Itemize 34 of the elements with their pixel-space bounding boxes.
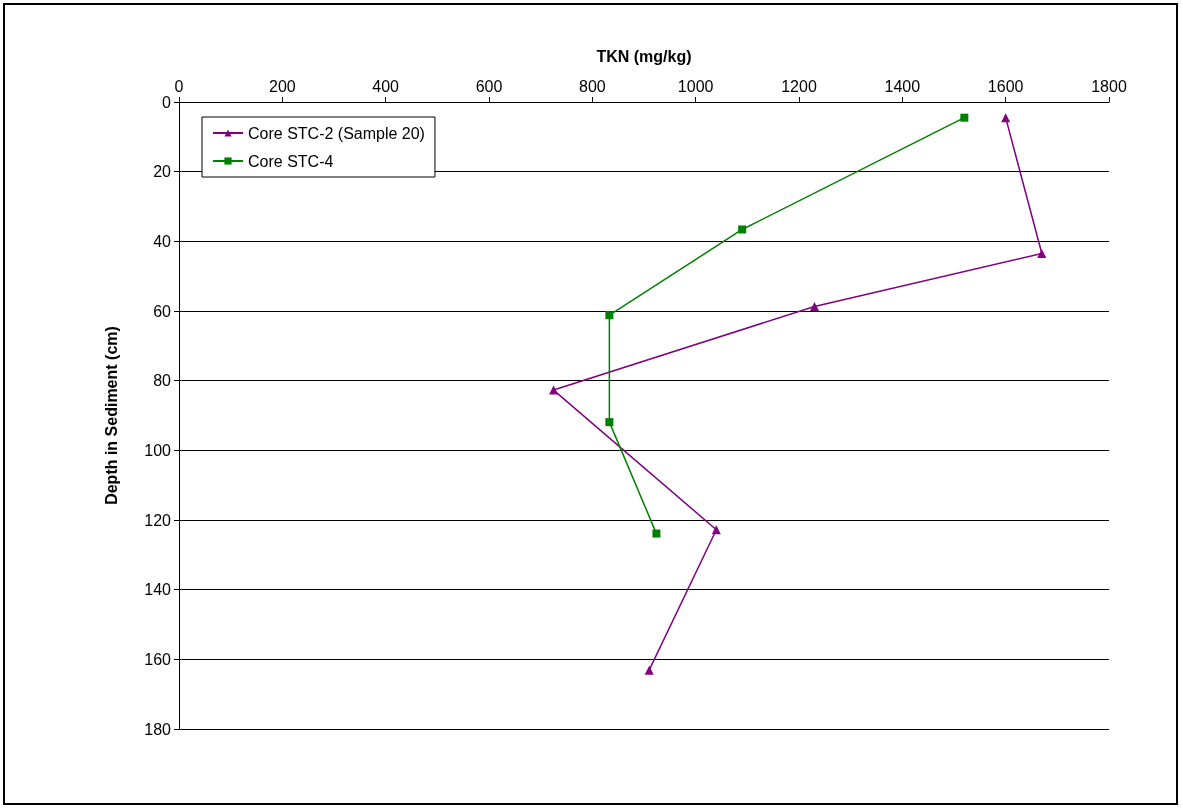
- point: [1001, 113, 1011, 123]
- x-tick-label: 1000: [677, 77, 714, 95]
- legend-label: Core STC-4: [248, 152, 334, 170]
- point: [738, 225, 747, 234]
- y-tick-label: 40: [153, 232, 172, 250]
- x-tick-label: 800: [578, 77, 606, 95]
- y-tick-label: 160: [144, 650, 172, 668]
- y-tick-label: 140: [144, 581, 172, 599]
- y-tick-label: 20: [153, 163, 172, 181]
- x-tick-label: 200: [268, 77, 296, 95]
- point: [605, 418, 614, 427]
- point: [644, 665, 654, 675]
- legend-label: Core STC-2 (Sample 20): [248, 124, 425, 142]
- x-tick-label: 1800: [1091, 77, 1127, 95]
- x-tick-label: 1400: [884, 77, 921, 95]
- y-tick-label: 100: [144, 441, 172, 459]
- point: [605, 311, 614, 320]
- x-tick-label: 1600: [987, 77, 1024, 95]
- x-tick-label: 400: [372, 77, 400, 95]
- y-tick-label: 80: [153, 372, 172, 390]
- point: [549, 385, 559, 395]
- x-tick-label: 0: [174, 77, 184, 95]
- x-tick-label: 600: [475, 77, 503, 95]
- x-axis-title: TKN (mg/kg): [596, 47, 692, 65]
- y-tick-label: 0: [162, 93, 172, 111]
- point: [652, 529, 661, 538]
- y-axis-title: Depth in Sediment (cm): [102, 326, 120, 505]
- point: [810, 301, 819, 311]
- point: [960, 113, 969, 122]
- x-tick-label: 1200: [781, 77, 817, 95]
- point: [1037, 249, 1047, 259]
- y-tick-label: 120: [144, 511, 172, 529]
- y-tick-label: 60: [153, 302, 172, 320]
- y-tick-label: 180: [144, 720, 172, 738]
